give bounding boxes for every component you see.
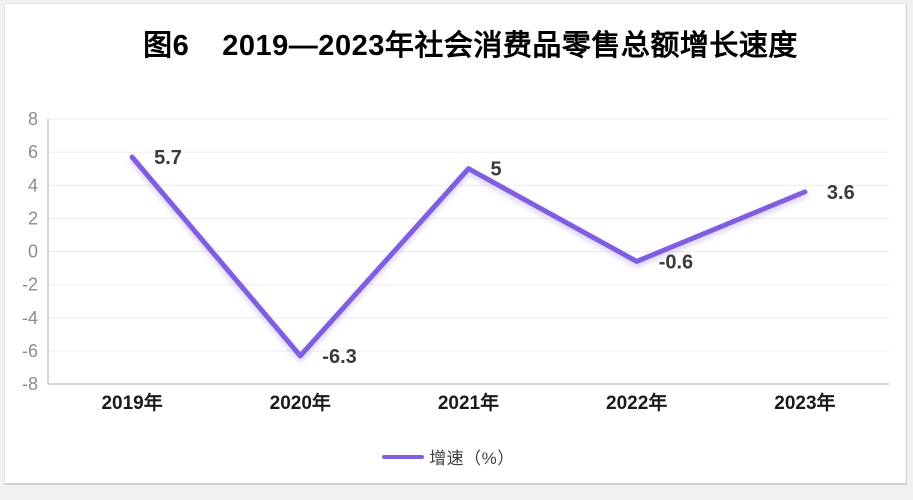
x-tick-label: 2021年 [438,391,499,414]
chart-legend: 增速（%） [0,444,905,469]
y-tick-label: -6 [22,341,38,361]
data-label: 5.7 [154,147,182,169]
x-tick-label: 2022年 [606,391,667,414]
data-label: 3.6 [827,182,855,204]
data-label: 5 [491,159,502,181]
y-tick-label: -8 [22,374,38,394]
chart-panel [4,3,907,485]
data-label: -0.6 [659,251,693,273]
y-tick-label: -4 [22,308,38,328]
series-line [129,154,808,359]
y-tick-label: -2 [22,275,38,295]
y-tick-label: 4 [28,175,38,195]
y-tick-label: 8 [28,109,38,129]
y-tick-label: 0 [28,242,38,262]
legend-line-swatch [382,454,425,459]
y-tick-label: 6 [28,142,38,162]
x-tick-label: 2020年 [270,391,331,414]
chart-title-prefix: 图6 [143,30,190,62]
legend-label: 增速（%） [429,449,515,468]
chart-title-text: 2019—2023年社会消费品零售总额增长速度 [222,30,798,62]
y-tick-label: 2 [28,208,38,228]
chart-title: 图6 2019—2023年社会消费品零售总额增长速度 [14,22,913,64]
x-tick-label: 2019年 [101,391,162,414]
x-tick-label: 2023年 [774,391,835,414]
data-label: -6.3 [322,346,356,368]
